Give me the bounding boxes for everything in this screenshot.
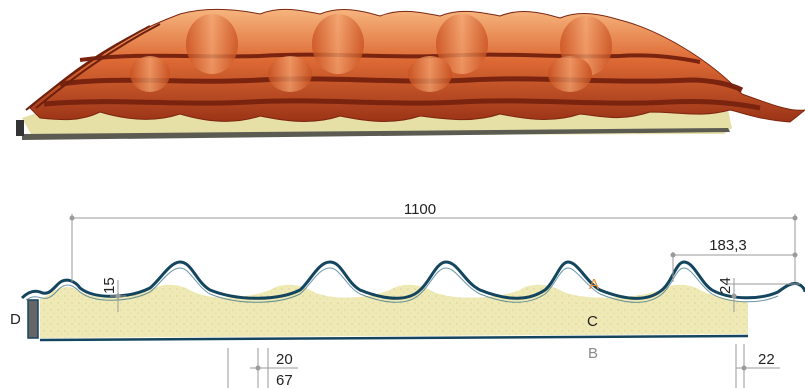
dim-height-left-dot bbox=[115, 293, 121, 299]
panel-3d-tile-step-3 bbox=[43, 98, 761, 111]
layer-label-A: A bbox=[589, 276, 599, 293]
dim-pitch-dot-right bbox=[792, 252, 798, 258]
dim-thickness-label: 67 bbox=[276, 372, 293, 388]
panel-cross-section bbox=[20, 260, 805, 342]
dim-height-right-label: 24 bbox=[717, 277, 734, 294]
dim-pitch-dot-left bbox=[670, 252, 676, 258]
dim-height-left-label: 15 bbox=[101, 277, 118, 294]
dim-overall-dot-left bbox=[69, 215, 75, 221]
layer-label-D: D bbox=[10, 311, 21, 328]
panel-3d-bottom-sheet bbox=[22, 128, 730, 140]
panel-3d-edge-block bbox=[16, 120, 24, 136]
dim-overall-label: 1100 bbox=[404, 201, 436, 218]
dim-depth-label: 20 bbox=[276, 351, 293, 368]
dim-overall-dot-right bbox=[792, 215, 798, 221]
panel-3d-illustration bbox=[16, 8, 805, 140]
layer-label-B: B bbox=[588, 345, 598, 362]
dim-height-right-dot bbox=[731, 293, 737, 299]
dim-depth-dot bbox=[255, 365, 261, 371]
panel-3d-overlap-rib bbox=[25, 23, 161, 111]
dim-pitch-label: 183,3 bbox=[709, 237, 747, 254]
layer-label-C: C bbox=[587, 313, 598, 330]
dim-edge-dot bbox=[741, 365, 747, 371]
top-sheet-inner-line bbox=[25, 267, 779, 303]
foam-core bbox=[40, 284, 748, 338]
dim-edge-label: 22 bbox=[758, 351, 775, 368]
bottom-sheet-line bbox=[39, 334, 749, 342]
panel-3d-wave-highlights bbox=[130, 14, 612, 92]
dimension-lines bbox=[69, 214, 800, 388]
joint-block bbox=[27, 299, 39, 339]
